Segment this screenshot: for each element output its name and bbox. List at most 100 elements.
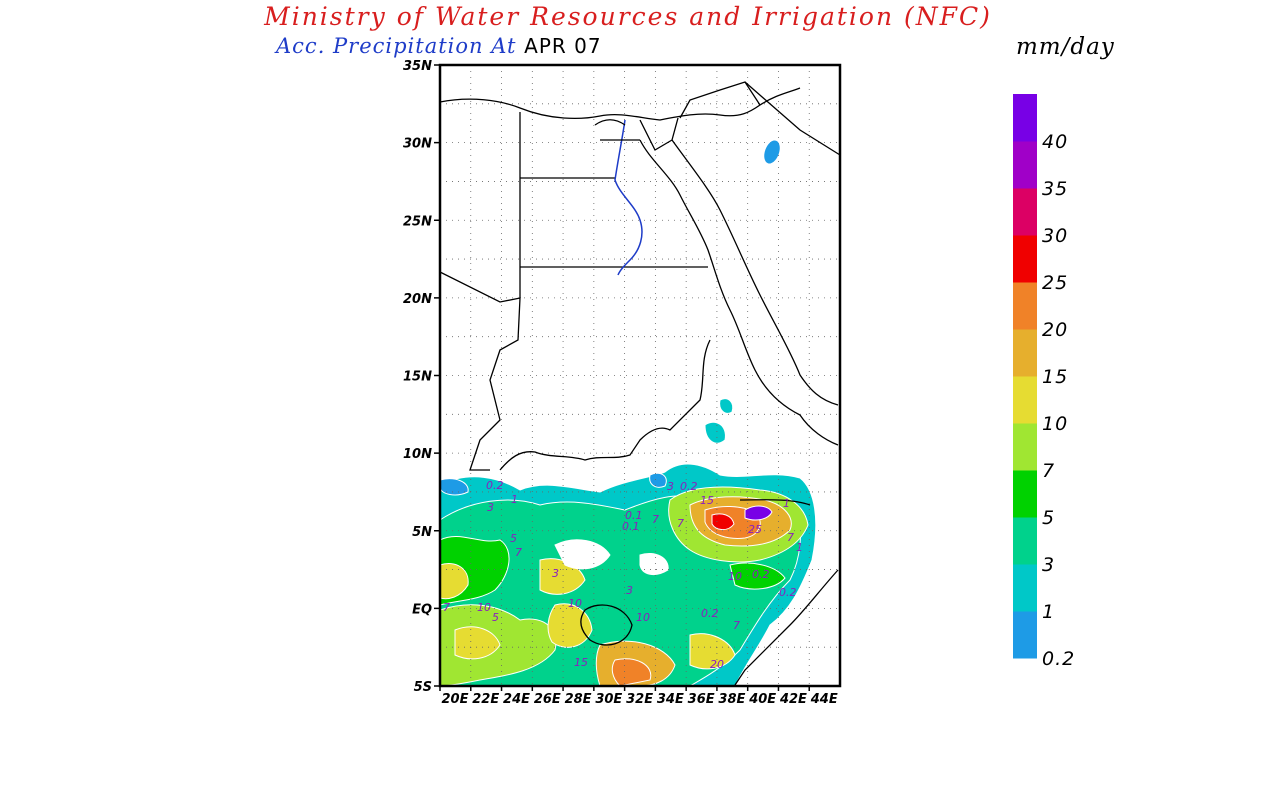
color-bar-segment xyxy=(1013,564,1037,612)
contour-label: 15 xyxy=(574,656,588,669)
contour-labels: 0.21357105310153100.10.1315250.210200.27… xyxy=(443,479,803,671)
contour-label: 25 xyxy=(748,523,762,536)
lon-tick-label: 40E xyxy=(748,692,776,707)
color-bar-segment xyxy=(1013,94,1037,142)
contour-label: 5 xyxy=(510,532,517,545)
color-bar-label: 1 xyxy=(1042,601,1055,623)
mediterranean-coastline xyxy=(439,87,801,121)
color-bar-label: 7 xyxy=(1042,460,1055,482)
map-subtitle: Acc. Precipitation At APR 07 xyxy=(276,34,602,58)
lon-tick-label: 28E xyxy=(565,692,592,707)
contour-label: 20 xyxy=(710,658,724,671)
units-label: mm/day xyxy=(1016,34,1115,60)
precip-zone-40-eth xyxy=(744,505,773,521)
dry-gap-2 xyxy=(639,553,669,576)
lat-tick-label: EQ xyxy=(412,602,432,617)
color-bar-segment xyxy=(1013,282,1037,330)
contour-label: 10 xyxy=(477,601,491,614)
color-bar-segment xyxy=(1013,517,1037,565)
sinai-outline xyxy=(639,81,761,151)
contour-label: 1 xyxy=(783,497,790,510)
precip-cell-w xyxy=(439,478,469,496)
subtitle-prefix: Acc. Precipitation At xyxy=(276,34,517,58)
contour-label: 10 xyxy=(568,597,582,610)
lon-tick-label: 22E xyxy=(472,692,499,707)
lon-tick-label: 32E xyxy=(626,692,653,707)
precip-zone-25-eth xyxy=(711,513,735,531)
contour-label: 3 xyxy=(626,584,633,597)
lat-tick-label: 15N xyxy=(403,370,432,385)
contour-label: 1 xyxy=(796,541,803,554)
color-bar-segment xyxy=(1013,376,1037,424)
lon-tick-label: 36E xyxy=(688,692,715,707)
sudan-ethiopia-border xyxy=(499,339,711,471)
lat-tick-label: 20N xyxy=(403,292,432,307)
contour-label: 0.2 xyxy=(752,568,770,581)
color-bar-segment xyxy=(1013,329,1037,377)
nile-river xyxy=(614,119,643,276)
color-bar-label: 0.2 xyxy=(1042,648,1075,670)
contour-label: 1 xyxy=(511,493,518,506)
lon-tick-label: 20E xyxy=(442,692,469,707)
subtitle-date: APR 07 xyxy=(524,34,602,58)
lon-tick-label: 30E xyxy=(595,692,622,707)
color-bar-segment xyxy=(1013,188,1037,236)
red-sea-east-coast xyxy=(671,139,839,406)
color-bar-segment xyxy=(1013,141,1037,189)
contour-label: 5 xyxy=(492,611,499,624)
contour-label: 10 xyxy=(636,611,650,624)
contour-label: 10 xyxy=(728,570,742,583)
lat-tick-label: 5N xyxy=(412,525,432,540)
contour-label: 7 xyxy=(652,513,659,526)
lat-tick-label: 25N xyxy=(403,214,432,229)
precipitation-field xyxy=(439,398,817,687)
contour-label: 7 xyxy=(677,517,684,530)
delta-region xyxy=(594,119,640,141)
contour-label: 0.2 xyxy=(701,607,719,620)
color-bar-label: 3 xyxy=(1042,554,1055,576)
lon-tick-label: 34E xyxy=(657,692,684,707)
contour-label: 3 xyxy=(552,567,559,580)
color-bar-label: 25 xyxy=(1042,272,1068,294)
contour-label: 0.2 xyxy=(680,480,698,493)
contour-label: 0.1 xyxy=(625,509,643,522)
lake-blob xyxy=(764,140,780,164)
lon-tick-label: 26E xyxy=(534,692,561,707)
dry-gap-1 xyxy=(554,539,611,570)
country-borders xyxy=(439,81,841,686)
precip-zone-10-west xyxy=(439,563,469,600)
lon-tick-label: 38E xyxy=(718,692,745,707)
color-bar-label: 35 xyxy=(1042,178,1068,200)
contour-label: 3 xyxy=(487,501,494,514)
contour-label: 7 xyxy=(443,601,450,614)
precip-cell-n2 xyxy=(719,398,734,414)
color-bar-segment xyxy=(1013,611,1037,659)
precip-zone-10-sw xyxy=(454,626,501,660)
contour-label: 3 xyxy=(667,480,674,493)
somalia-coast xyxy=(734,569,839,686)
red-sea-west-coast xyxy=(639,139,801,416)
contour-label: 0.2 xyxy=(486,479,504,492)
lat-tick-label: 10N xyxy=(403,447,432,462)
map-title: Ministry of Water Resources and Irrigati… xyxy=(264,2,992,31)
contour-label: 7 xyxy=(515,546,522,559)
contour-label: 0.1 xyxy=(622,520,640,533)
lon-tick-label: 44E xyxy=(810,692,838,707)
color-bar-label: 30 xyxy=(1042,225,1068,247)
lon-tick-label: 42E xyxy=(779,692,807,707)
precip-zone-10-se xyxy=(689,633,736,670)
color-bar-label: 40 xyxy=(1042,131,1068,153)
precip-zone-20-s xyxy=(611,658,652,687)
color-bar-segment xyxy=(1013,423,1037,471)
color-bar-segment xyxy=(1013,235,1037,283)
precip-zone-5-eth-s xyxy=(729,562,786,590)
contour-label: 0.2 xyxy=(779,586,797,599)
color-bar-label: 15 xyxy=(1042,366,1068,388)
contour-label: 7 xyxy=(787,531,794,544)
color-bar-label: 10 xyxy=(1042,413,1068,435)
precip-zone-10-lake xyxy=(547,603,593,648)
contour-label: 7 xyxy=(733,619,740,632)
color-bar-label: 20 xyxy=(1042,319,1068,341)
